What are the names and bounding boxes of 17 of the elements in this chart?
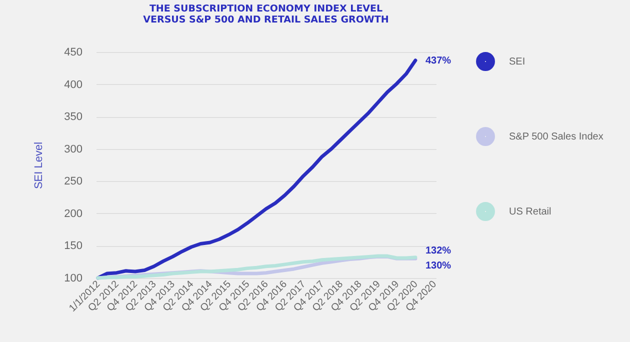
annotation: 437%: [425, 55, 452, 66]
y-tick-label: 250: [64, 176, 82, 188]
y-tick-label: 300: [64, 143, 82, 156]
y-tick-label: 100: [64, 272, 82, 284]
legend-label: S&P 500 Sales Index: [509, 132, 604, 142]
annotation: 132%: [425, 245, 452, 256]
y-tick-label: 350: [64, 111, 82, 124]
chart-title: THE SUBSCRIPTION ECONOMY INDEX LEVEL VERSUS S&P 500 AND RETAIL SALES GROWTH: [143, 4, 389, 26]
legend-label: US Retail: [509, 206, 552, 218]
y-tick-label: 400: [64, 78, 82, 91]
y-axis-title: SEI Level: [33, 142, 46, 190]
legend-label: SEI: [509, 56, 526, 68]
y-tick-label: 200: [64, 208, 82, 220]
y-tick-label: 150: [64, 240, 82, 252]
y-tick-label: 450: [64, 46, 82, 58]
line-series: [96, 58, 418, 280]
annotation: 130%: [425, 260, 452, 272]
